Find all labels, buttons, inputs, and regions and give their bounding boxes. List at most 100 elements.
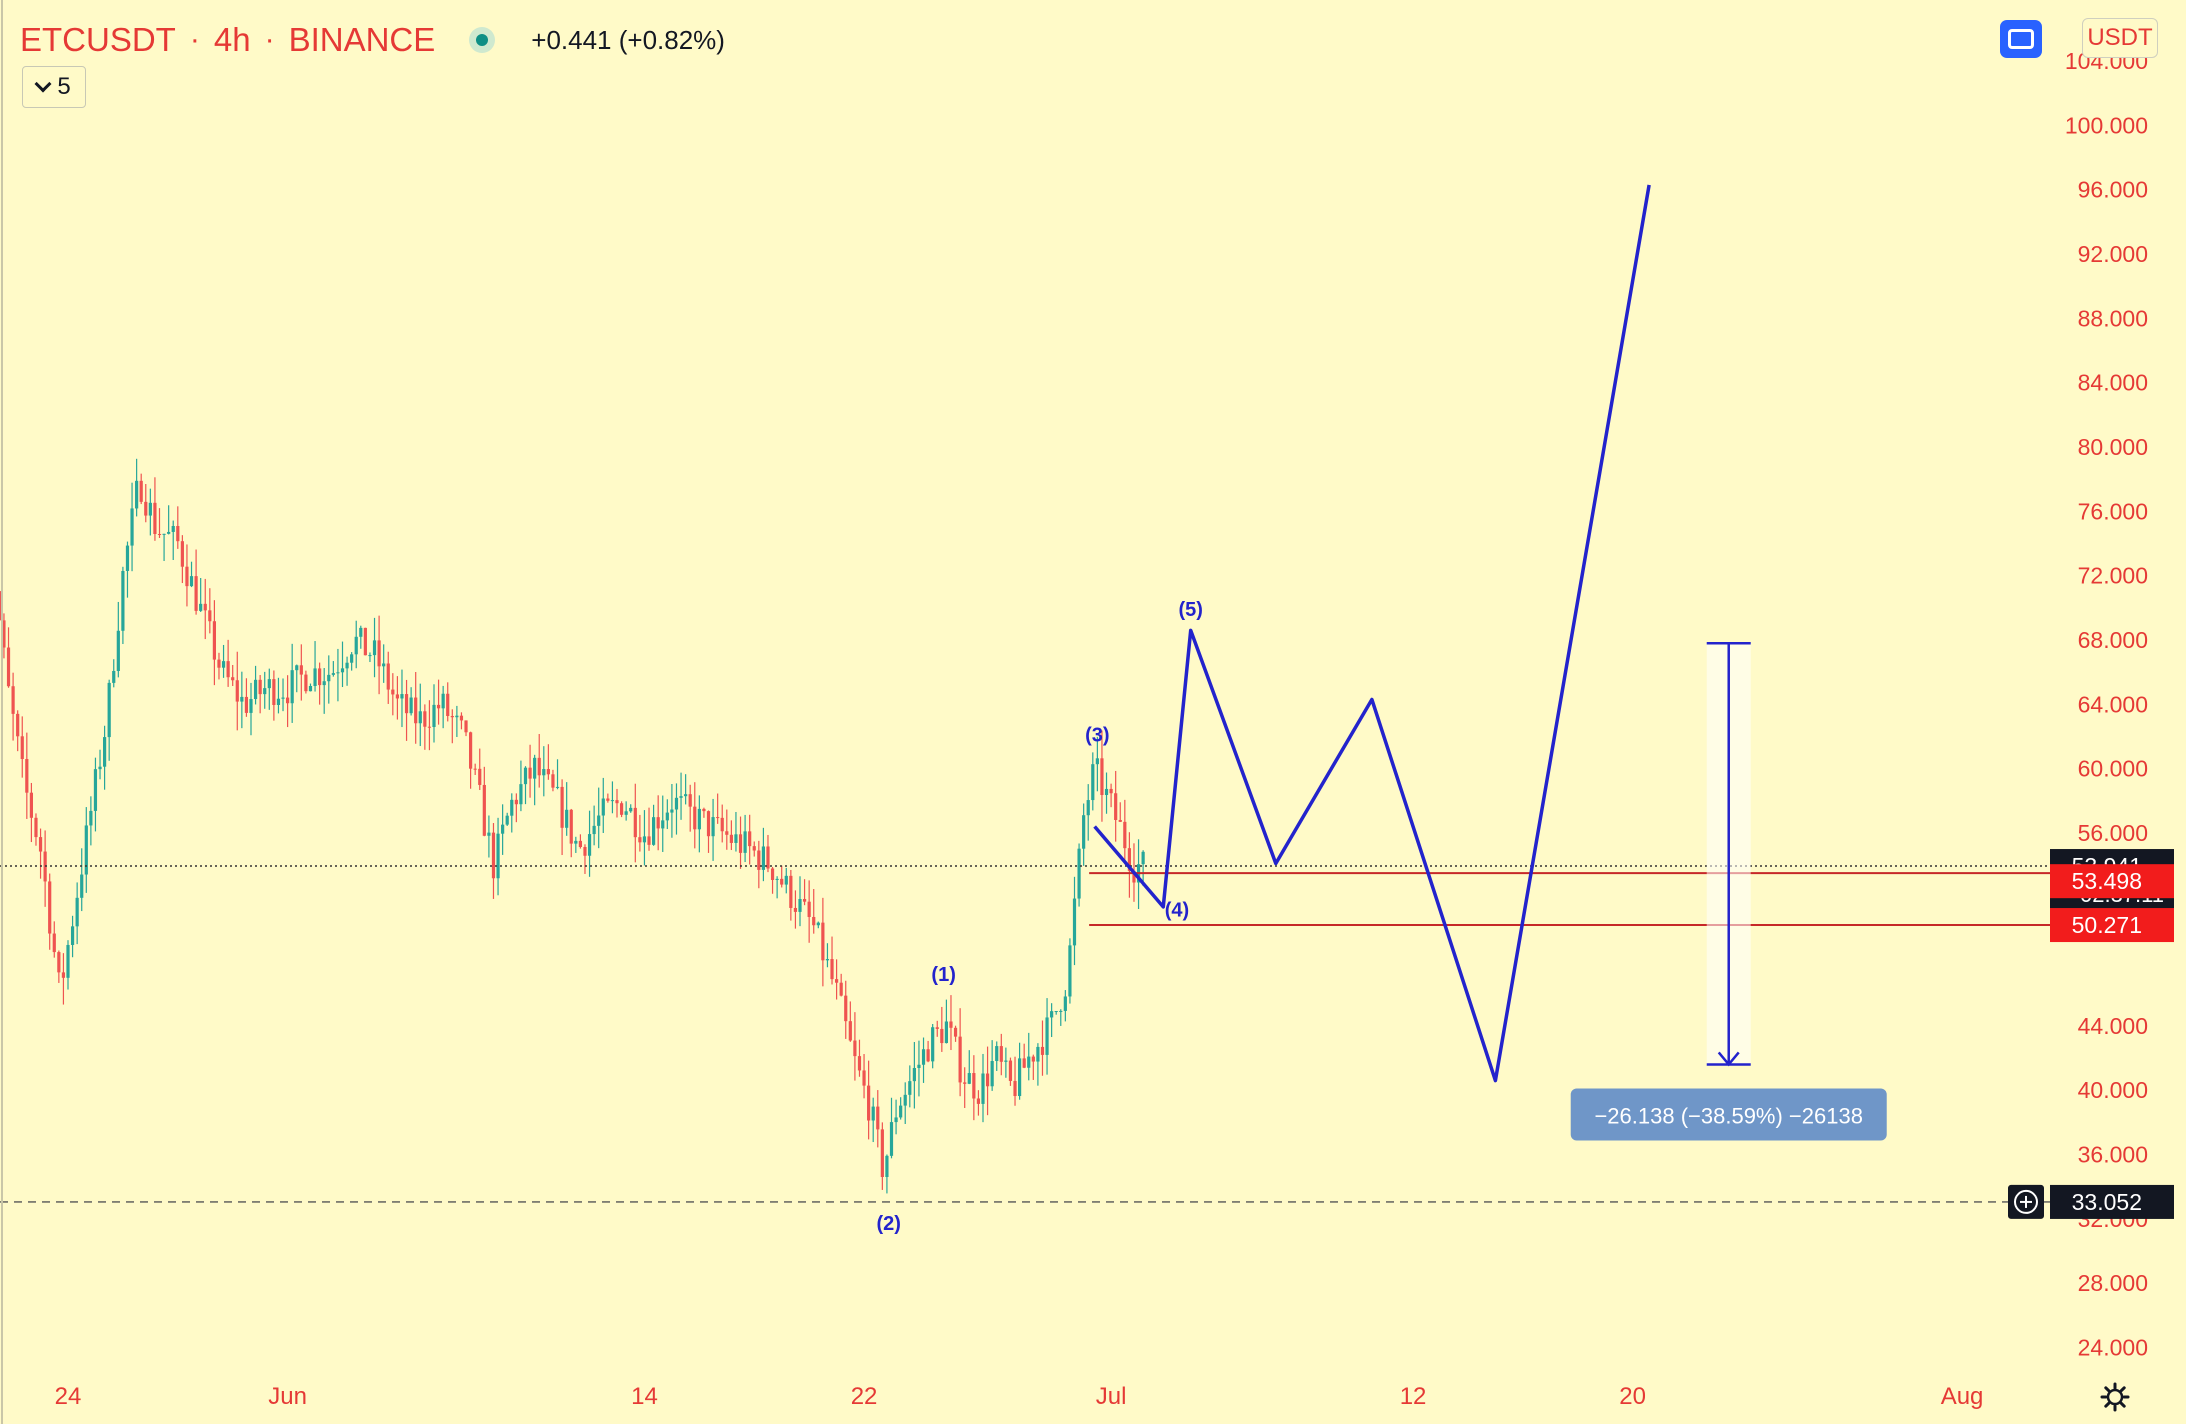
candle-body <box>258 679 262 695</box>
x-axis-tick-label: 22 <box>851 1383 878 1410</box>
candle-body <box>784 875 788 885</box>
candle-body <box>802 898 807 902</box>
candle-body <box>464 720 468 733</box>
candle-body <box>286 697 290 704</box>
candle-body <box>1045 1017 1049 1055</box>
candle-body <box>1082 815 1086 849</box>
candle-body <box>889 1122 894 1156</box>
add-alert-icon[interactable] <box>2014 1189 2038 1214</box>
interval-label[interactable]: 4h <box>213 21 251 58</box>
candle-body <box>354 636 358 655</box>
candle-body <box>899 1105 903 1118</box>
y-axis-tick-label: 88.000 <box>2078 305 2148 331</box>
candle-body <box>400 694 404 699</box>
candle-body <box>436 704 441 709</box>
legend-separator: · <box>189 23 200 56</box>
candle-body <box>697 808 701 830</box>
chart-legend: ETCUSDT · 4h · BINANCE +0.441 (+0.82%) <box>20 18 725 62</box>
measure-label-box <box>1570 1088 1887 1141</box>
candle-body <box>395 694 399 699</box>
candle-body <box>409 697 413 714</box>
candle-body <box>1036 1046 1040 1062</box>
price-unit-button[interactable]: USDT <box>2082 18 2158 58</box>
candle-body <box>212 621 216 660</box>
candle-body <box>249 699 253 713</box>
candle-body <box>25 759 29 793</box>
x-axis-tick-label: Jun <box>268 1383 307 1410</box>
candle-body <box>844 995 848 1022</box>
y-axis-tick-label: 84.000 <box>2078 370 2148 396</box>
candle-body <box>382 663 386 667</box>
market-status-icon <box>469 27 496 53</box>
candle-body <box>189 576 194 587</box>
candle-body <box>1123 821 1127 849</box>
candle-body <box>48 881 52 934</box>
candle-body <box>656 817 660 829</box>
candle-body <box>931 1027 935 1062</box>
candle-body <box>944 1021 948 1044</box>
candle-body <box>1013 1080 1017 1097</box>
candle-body <box>990 1061 994 1087</box>
candle-body <box>487 832 491 836</box>
x-axis-tick-label: 20 <box>1619 1383 1646 1410</box>
candle-body <box>1077 848 1081 899</box>
candle-body <box>853 1040 857 1057</box>
candle-body <box>295 665 299 671</box>
x-axis-tick-label: 24 <box>55 1383 82 1410</box>
y-axis-tick-label: 80.000 <box>2078 434 2148 460</box>
settings-gear-icon[interactable] <box>2100 1382 2130 1412</box>
candle-body <box>432 704 436 728</box>
candle-body <box>578 840 582 848</box>
candle-body <box>501 824 505 834</box>
candle-body <box>107 682 111 738</box>
y-axis-tick-label: 76.000 <box>2078 498 2148 524</box>
candle-body <box>670 809 674 813</box>
candle-body <box>1118 819 1122 822</box>
candle-body <box>194 576 198 611</box>
candle-body <box>167 531 171 534</box>
candle-body <box>1086 800 1090 816</box>
x-axis-tick-label: 14 <box>631 1383 658 1410</box>
elliott-wave-projection[interactable] <box>1093 184 1651 1083</box>
candle-body <box>1104 788 1109 796</box>
candle-body <box>661 820 665 829</box>
candle-body <box>972 1073 976 1099</box>
candle-body <box>601 798 605 816</box>
measure-arrowhead-icon <box>1717 1051 1740 1067</box>
candle-body <box>1072 898 1077 946</box>
price-axis-label: 53.498 <box>2072 868 2142 894</box>
indicators-toggle-button[interactable]: 5 <box>22 66 86 108</box>
candle-body <box>789 875 793 908</box>
candle-body <box>180 541 184 567</box>
candle-body <box>839 982 843 996</box>
candle-body <box>816 922 820 926</box>
candle-body <box>414 697 418 724</box>
candle-body <box>327 674 331 682</box>
candle-body <box>203 603 207 611</box>
measure-label: −26.138 (−38.59%) −26138 <box>1594 1103 1863 1128</box>
candle-body <box>674 797 679 810</box>
candle-body <box>221 661 226 668</box>
candle-body <box>1068 945 1072 997</box>
wave-label: (3) <box>1085 724 1109 746</box>
candle-body <box>322 681 326 686</box>
quick-action-button[interactable] <box>2000 20 2042 58</box>
candle-body <box>629 807 633 812</box>
candle-body <box>926 1049 930 1062</box>
candle-body <box>84 825 88 875</box>
symbol-label[interactable]: ETCUSDT <box>20 21 176 58</box>
candle-body <box>2 620 6 648</box>
candle-body <box>761 846 765 870</box>
candle-body <box>29 792 33 818</box>
candle-body <box>871 1106 875 1121</box>
candle-body <box>542 769 546 776</box>
candle-body <box>272 679 276 705</box>
candle-body <box>89 810 93 826</box>
candle-body <box>459 715 464 721</box>
candle-body <box>533 757 537 779</box>
candle-body <box>981 1073 985 1104</box>
candle-body <box>716 817 720 819</box>
window-icon <box>2008 29 2034 49</box>
candle-body <box>446 693 450 717</box>
